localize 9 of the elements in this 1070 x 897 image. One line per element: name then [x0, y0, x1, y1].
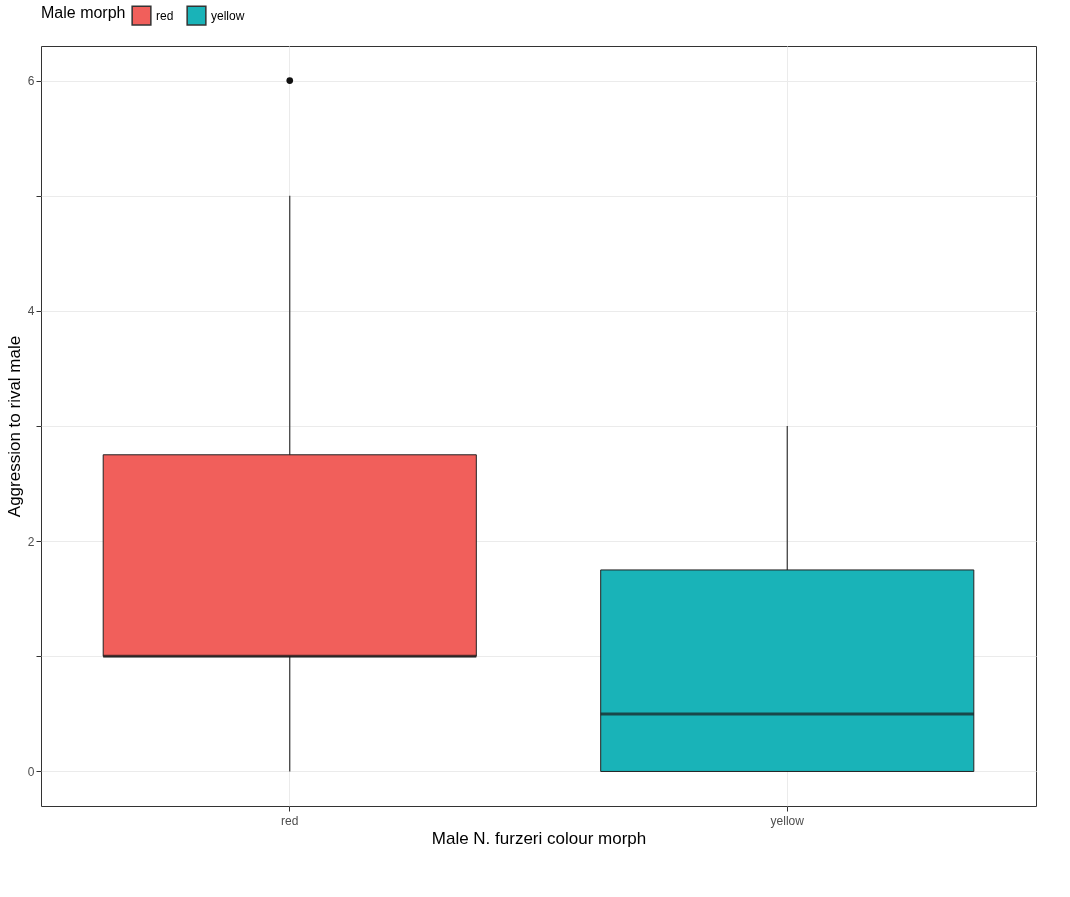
- y-tick-label: 0: [27, 764, 35, 779]
- y-tick-label: 6: [27, 74, 35, 89]
- legend-title: Male morph: [41, 4, 126, 21]
- x-axis-title: Male N. furzeri colour morph: [431, 828, 647, 848]
- legend-label: yellow: [211, 8, 245, 23]
- y-tick-label: 2: [27, 534, 35, 549]
- legend-label: red: [156, 8, 174, 23]
- y-tick-label: 4: [27, 304, 35, 319]
- y-axis-title: Aggression to rival male: [4, 335, 24, 518]
